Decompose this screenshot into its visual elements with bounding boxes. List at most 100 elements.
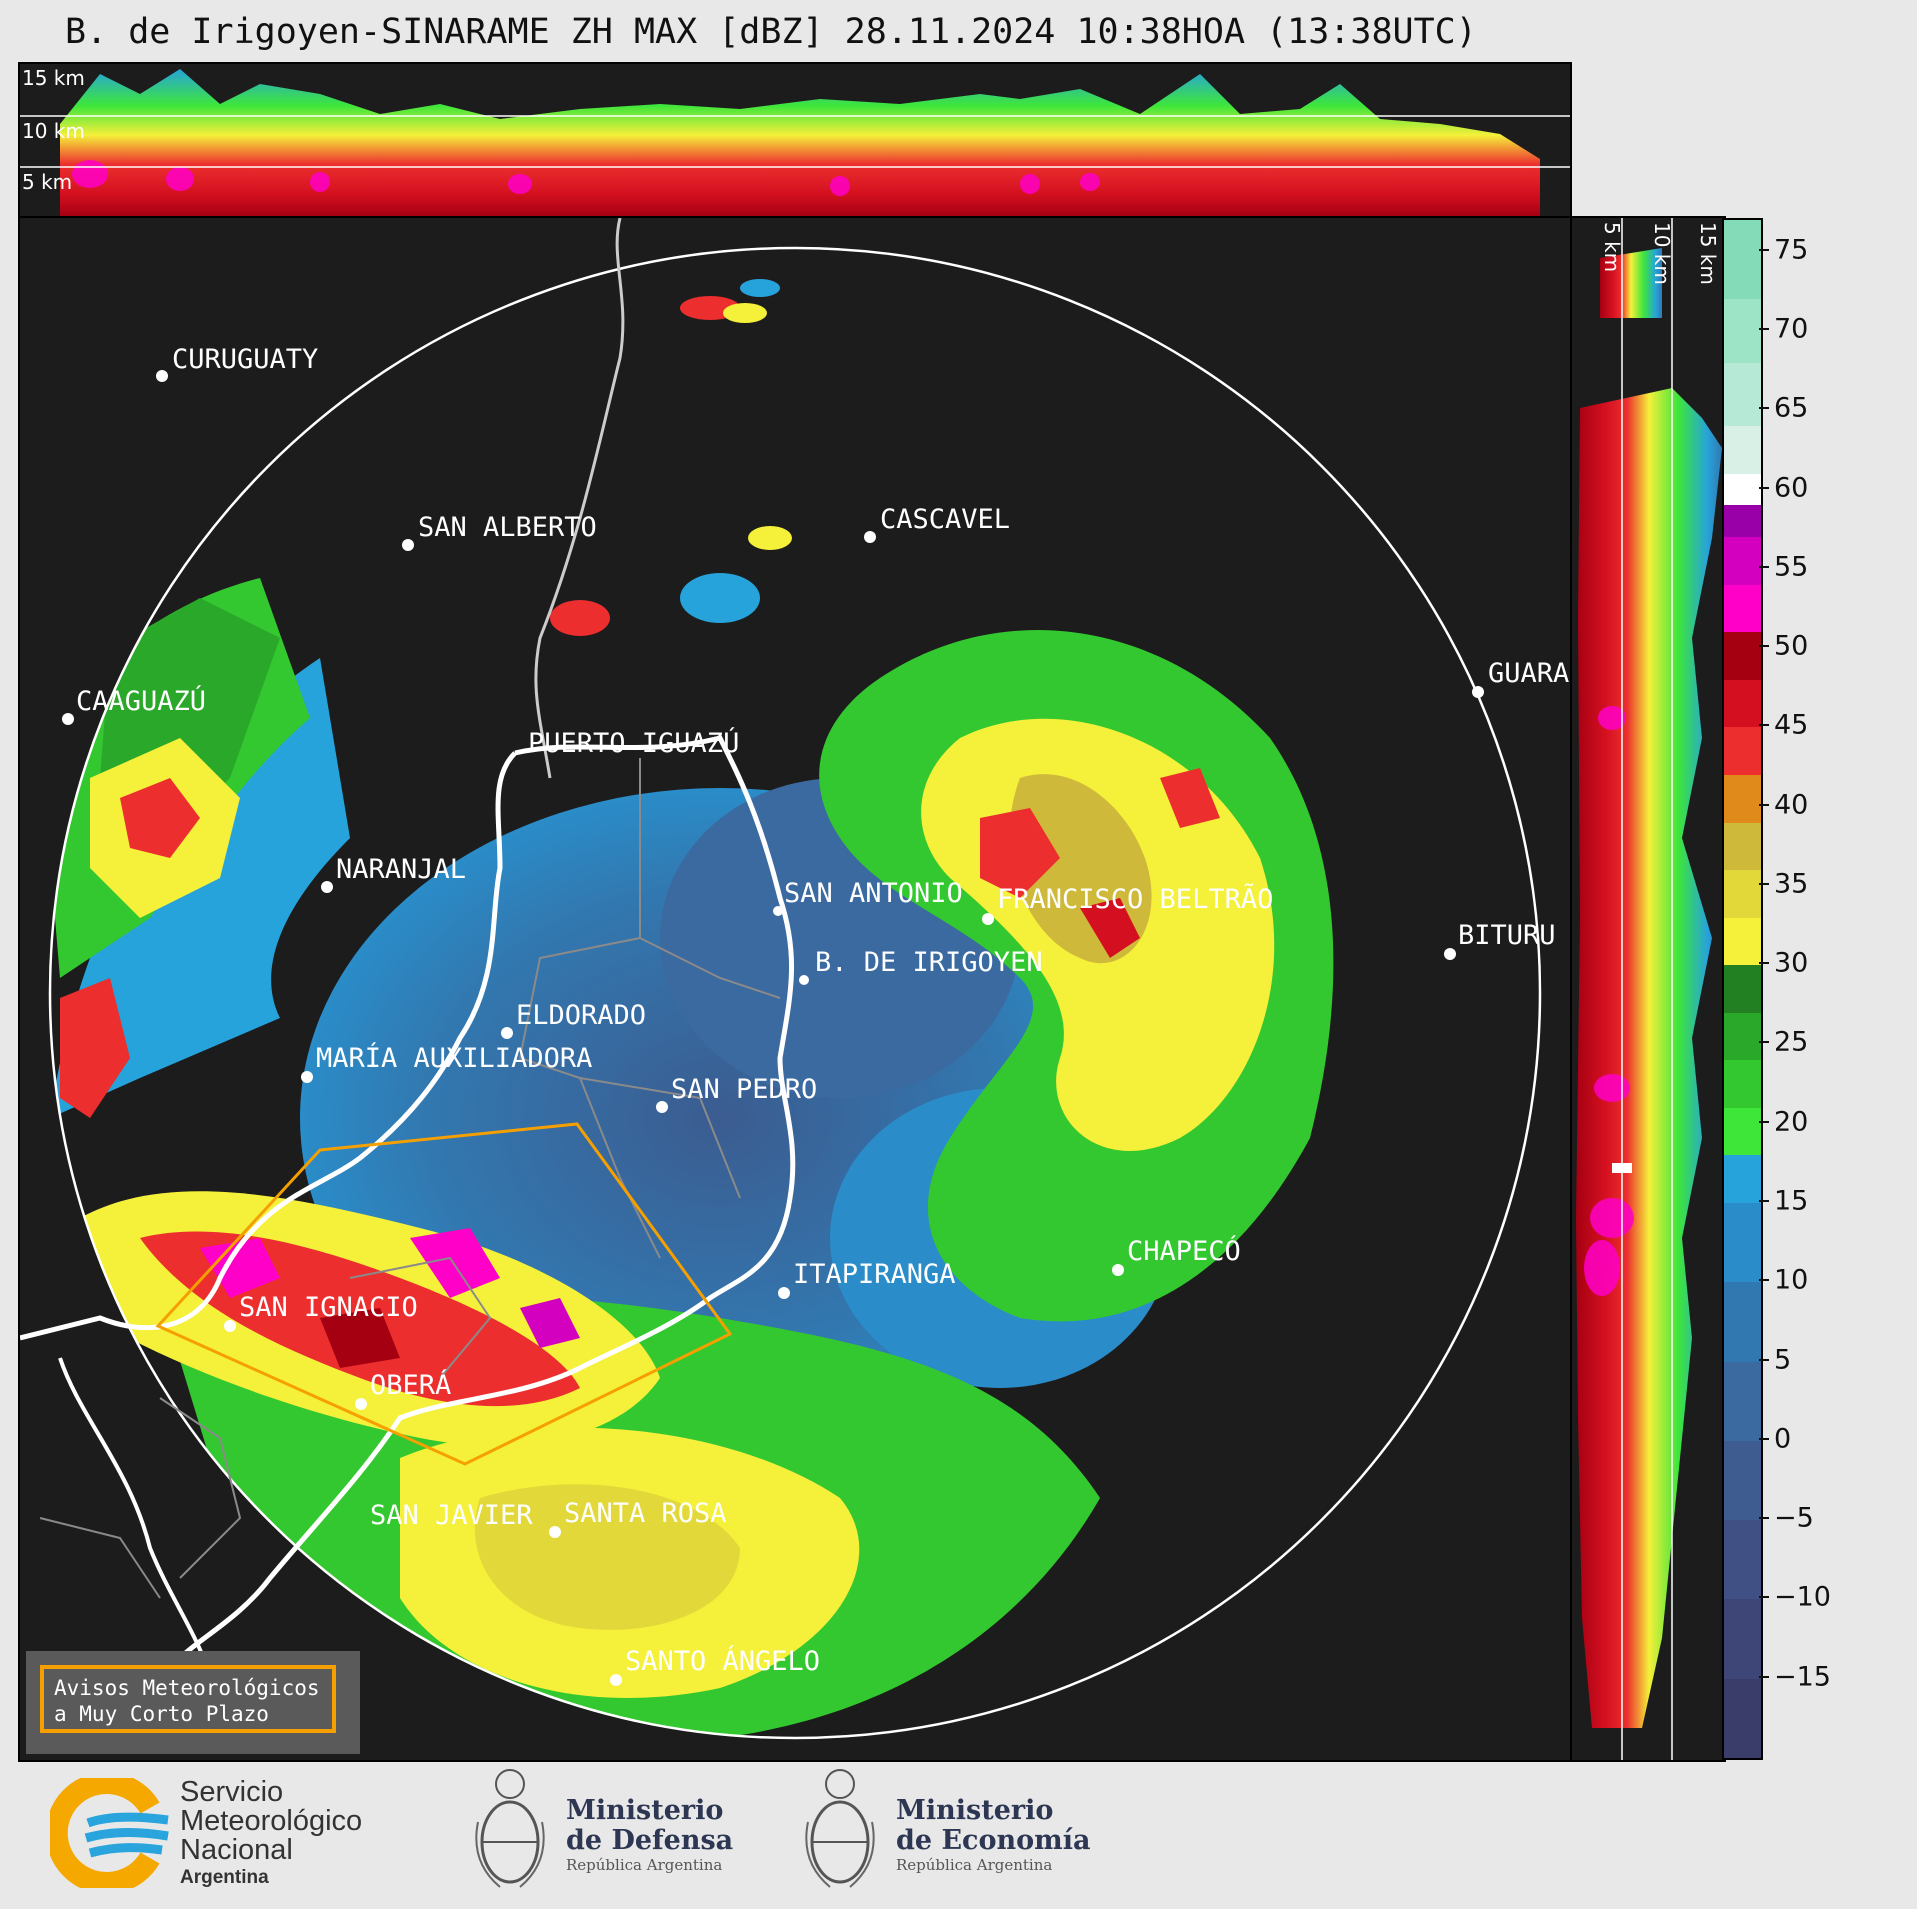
height-label-15km: 15 km (22, 66, 85, 90)
city-label-caaguazu: CAAGUAZÚ (76, 685, 206, 717)
city-dot-san-pedro (656, 1101, 668, 1113)
colorbar-segment (1724, 1107, 1761, 1156)
colorbar-segment (1724, 505, 1761, 538)
colorbar-tick-label: 40 (1774, 789, 1809, 821)
colorbar-tick (1759, 565, 1769, 568)
colorbar-segment (1724, 473, 1761, 506)
colorbar-tick-label: 30 (1774, 947, 1809, 979)
colorbar-segment (1724, 362, 1761, 427)
economia-logo-text: Ministerio de Economía República Argenti… (896, 1795, 1091, 1875)
colorbar-segment (1724, 774, 1761, 823)
smn-sub: Argentina (180, 1867, 269, 1888)
height-label-10km: 10 km (22, 119, 85, 143)
colorbar-tick-label: 15 (1774, 1185, 1809, 1217)
colorbar-tick (1759, 803, 1769, 806)
colorbar-segment (1724, 1678, 1761, 1758)
city-dot-itapiranga (778, 1287, 790, 1299)
side-cross-section: 5 km 10 km 15 km (1570, 216, 1726, 1762)
colorbar-segment (1724, 1282, 1761, 1362)
city-label-san-javier: SAN JAVIER (370, 1500, 533, 1531)
city-dot-san-antonio (773, 906, 783, 916)
colorbar-tick (1759, 1279, 1769, 1282)
city-dot-obera (355, 1398, 367, 1410)
economia-sub: República Argentina (896, 1856, 1053, 1874)
colorbar-tick-label: 50 (1774, 630, 1809, 662)
height-label-5km: 5 km (22, 170, 73, 194)
colorbar-tick (1759, 1437, 1769, 1440)
city-label-santo-angelo: SANTO ÁNGELO (625, 1645, 820, 1677)
city-label-naranjal: NARANJAL (336, 854, 466, 885)
city-dot-santa-rosa (549, 1526, 561, 1538)
city-dot-eldorado (501, 1027, 513, 1039)
city-dot-santo-angelo (610, 1674, 622, 1686)
colorbar-segment (1724, 1155, 1761, 1204)
city-label-san-antonio: SAN ANTONIO (784, 878, 963, 909)
colorbar-tick-label: −10 (1774, 1581, 1831, 1613)
colorbar-tick-label: 75 (1774, 234, 1809, 266)
colorbar-segment (1724, 1060, 1761, 1108)
smn-line2: Meteorológico (180, 1805, 363, 1837)
warning-legend-frame: Avisos Meteorológicos a Muy Corto Plazo (40, 1665, 336, 1733)
defensa-line1: Ministerio (566, 1795, 724, 1826)
colorbar-segment (1724, 1440, 1761, 1521)
economia-line2: de Economía (896, 1825, 1091, 1856)
warning-legend: Avisos Meteorológicos a Muy Corto Plazo (26, 1651, 360, 1754)
top-cross-section: 15 km 10 km 5 km (18, 62, 1572, 218)
colorbar-tick (1759, 1596, 1769, 1599)
defensa-line2: de Defensa (566, 1825, 734, 1856)
colorbar-tick-label: −15 (1774, 1661, 1831, 1693)
city-dot-guara (1472, 686, 1484, 698)
colorbar-tick (1759, 327, 1769, 330)
colorbar-segment (1724, 727, 1761, 775)
city-label-guara: GUARA (1488, 658, 1569, 689)
smn-line3: Nacional (180, 1834, 293, 1866)
colorbar-tick (1759, 724, 1769, 727)
city-label-bituru: BITURU (1458, 920, 1556, 951)
north-cells (680, 279, 780, 323)
city-label-san-pedro: SAN PEDRO (671, 1074, 817, 1105)
city-dot-san-ignacio (224, 1320, 236, 1332)
colorbar-segment (1724, 1361, 1761, 1441)
map-title: B. de Irigoyen-SINARAME ZH MAX [dBZ] 28.… (65, 12, 1477, 52)
city-label-b-de-irigoyen: B. DE IRIGOYEN (815, 947, 1043, 978)
colorbar-segment (1724, 870, 1761, 918)
colorbar-tick (1759, 1675, 1769, 1678)
colorbar-tick-label: 5 (1774, 1344, 1792, 1376)
economia-line1: Ministerio (896, 1795, 1054, 1826)
city-label-san-alberto: SAN ALBERTO (418, 512, 597, 543)
colorbar-tick-label: 45 (1774, 709, 1809, 741)
colorbar-segment (1724, 584, 1761, 633)
economia-shield-icon (805, 1769, 875, 1888)
colorbar-tick (1759, 882, 1769, 885)
warning-legend-line2: a Muy Corto Plazo (54, 1702, 269, 1726)
smn-line1: Servicio (180, 1776, 284, 1808)
colorbar-tick (1759, 486, 1769, 489)
defensa-sub: República Argentina (566, 1856, 723, 1874)
range-ring (48, 246, 1542, 1740)
city-dot-francisco-beltrao (982, 913, 994, 925)
city-dot-cascavel (864, 531, 876, 543)
colorbar-segment (1724, 1203, 1761, 1283)
top-cross-section-echo (20, 69, 1570, 216)
colorbar-tick-label: 70 (1774, 313, 1809, 345)
city-markers: CURUGUATY SAN ALBERTO CASCAVEL CAAGUAZÚ … (62, 344, 1569, 1686)
colorbar-tick-label: 65 (1774, 392, 1809, 424)
argentina-border (20, 751, 517, 1341)
side-height-label-15km: 15 km (1696, 222, 1720, 285)
colorbar-segment (1724, 917, 1761, 966)
argentina-border-east (178, 735, 796, 1660)
border-line (534, 218, 625, 779)
colorbar-segment (1724, 1599, 1761, 1679)
colorbar-segment (1724, 965, 1761, 1013)
colorbar-segment (1724, 426, 1761, 474)
side-cross-section-echo (1576, 218, 1722, 1760)
smn-logo-icon (50, 1778, 169, 1888)
city-label-maria-auxiliadora: MARÍA AUXILIADORA (316, 1042, 592, 1074)
colorbar-tick-label: 55 (1774, 551, 1809, 583)
defensa-shield-icon (475, 1769, 545, 1888)
defensa-logo-text: Ministerio de Defensa República Argentin… (566, 1795, 734, 1875)
city-dot-chapeco (1112, 1264, 1124, 1276)
city-dot-san-alberto (402, 539, 414, 551)
side-height-label-5km: 5 km (1600, 222, 1624, 273)
city-dot-bituru (1444, 948, 1456, 960)
